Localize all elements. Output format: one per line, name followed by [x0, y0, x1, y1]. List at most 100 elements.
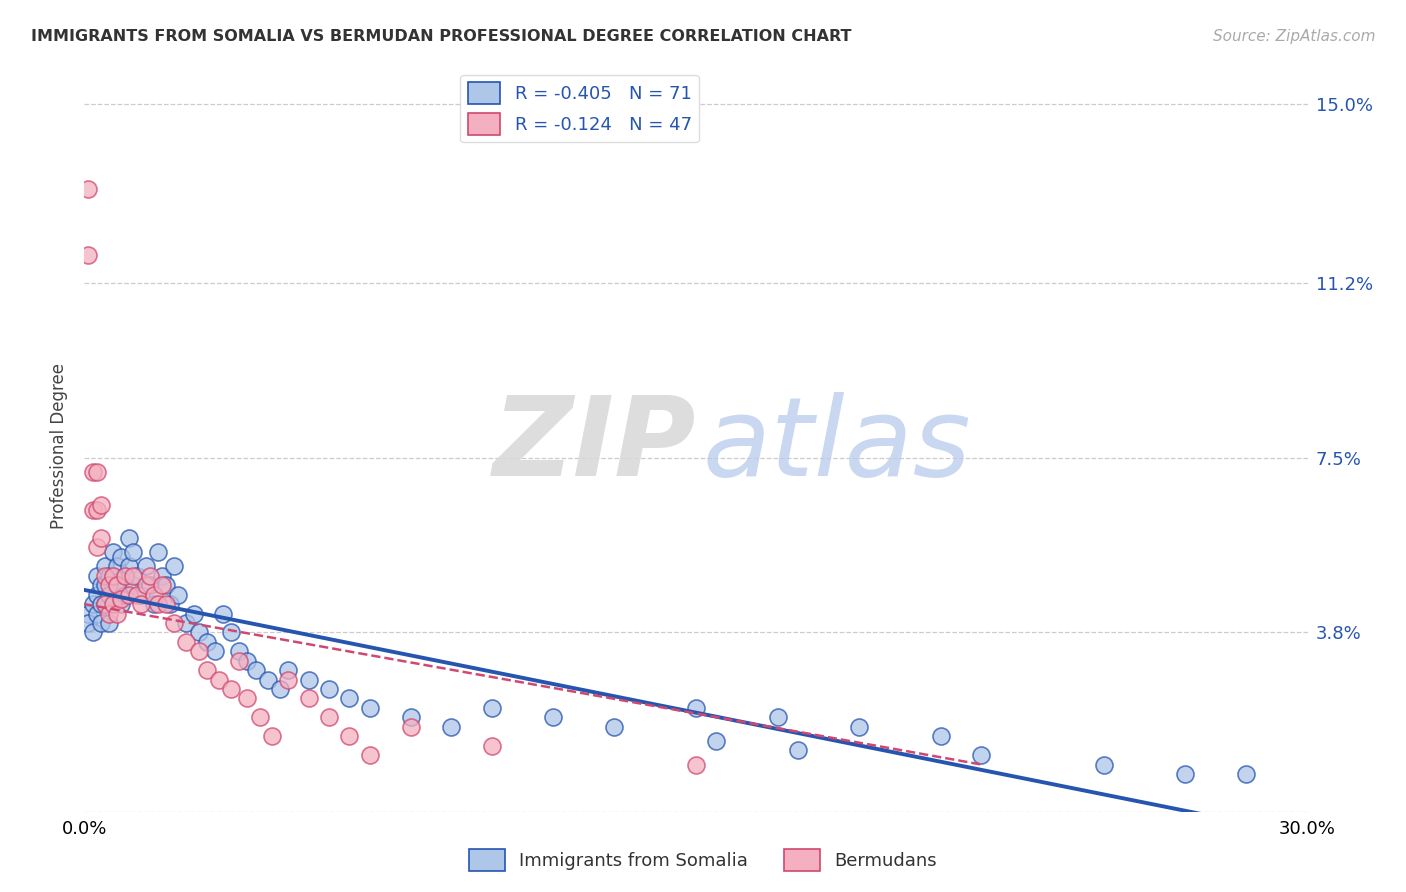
- Point: [359, 701, 381, 715]
- Point: [219, 625, 242, 640]
- Text: IMMIGRANTS FROM SOMALIA VS BERMUDAN PROFESSIONAL DEGREE CORRELATION CHART: IMMIGRANTS FROM SOMALIA VS BERMUDAN PROF…: [31, 29, 852, 45]
- Point: [118, 531, 141, 545]
- Point: [90, 531, 112, 545]
- Point: [766, 710, 789, 724]
- Point: [90, 498, 112, 512]
- Point: [93, 578, 115, 592]
- Point: [127, 588, 149, 602]
- Point: [269, 681, 291, 696]
- Point: [142, 597, 165, 611]
- Point: [195, 635, 218, 649]
- Point: [86, 541, 108, 555]
- Point: [318, 710, 340, 724]
- Point: [122, 568, 145, 582]
- Point: [399, 720, 422, 734]
- Point: [685, 701, 707, 715]
- Point: [105, 578, 128, 592]
- Point: [114, 588, 136, 602]
- Point: [787, 743, 810, 757]
- Point: [208, 673, 231, 687]
- Point: [163, 615, 186, 630]
- Point: [848, 720, 870, 734]
- Point: [101, 597, 124, 611]
- Point: [706, 734, 728, 748]
- Point: [359, 748, 381, 763]
- Point: [399, 710, 422, 724]
- Point: [138, 568, 160, 582]
- Point: [236, 654, 259, 668]
- Point: [114, 568, 136, 582]
- Point: [146, 545, 169, 559]
- Point: [236, 691, 259, 706]
- Point: [110, 549, 132, 564]
- Y-axis label: Professional Degree: Professional Degree: [51, 363, 69, 529]
- Point: [245, 663, 267, 677]
- Point: [77, 182, 100, 196]
- Legend: Immigrants from Somalia, Bermudans: Immigrants from Somalia, Bermudans: [461, 842, 945, 879]
- Point: [93, 559, 115, 574]
- Point: [138, 578, 160, 592]
- Point: [97, 607, 120, 621]
- Point: [929, 729, 952, 743]
- Point: [110, 597, 132, 611]
- Point: [481, 739, 503, 753]
- Point: [339, 691, 361, 706]
- Point: [298, 673, 321, 687]
- Point: [318, 681, 340, 696]
- Point: [97, 578, 120, 592]
- Text: Source: ZipAtlas.com: Source: ZipAtlas.com: [1212, 29, 1375, 45]
- Point: [163, 559, 186, 574]
- Point: [110, 592, 132, 607]
- Point: [90, 578, 112, 592]
- Point: [122, 578, 145, 592]
- Point: [219, 681, 242, 696]
- Point: [228, 644, 250, 658]
- Point: [195, 663, 218, 677]
- Point: [82, 597, 104, 611]
- Point: [685, 757, 707, 772]
- Point: [187, 625, 209, 640]
- Point: [1236, 767, 1258, 781]
- Point: [167, 588, 190, 602]
- Point: [97, 615, 120, 630]
- Point: [114, 568, 136, 582]
- Legend: R = -0.405   N = 71, R = -0.124   N = 47: R = -0.405 N = 71, R = -0.124 N = 47: [460, 75, 699, 142]
- Point: [105, 578, 128, 592]
- Point: [257, 673, 280, 687]
- Point: [101, 545, 124, 559]
- Point: [212, 607, 235, 621]
- Point: [77, 615, 100, 630]
- Point: [82, 465, 104, 479]
- Point: [228, 654, 250, 668]
- Point: [118, 559, 141, 574]
- Point: [146, 597, 169, 611]
- Point: [150, 578, 173, 592]
- Point: [174, 615, 197, 630]
- Point: [603, 720, 626, 734]
- Point: [298, 691, 321, 706]
- Point: [135, 559, 157, 574]
- Point: [97, 568, 120, 582]
- Point: [142, 588, 165, 602]
- Point: [131, 597, 153, 611]
- Point: [86, 588, 108, 602]
- Point: [249, 710, 271, 724]
- Point: [481, 701, 503, 715]
- Point: [93, 568, 115, 582]
- Point: [339, 729, 361, 743]
- Point: [260, 729, 283, 743]
- Point: [90, 615, 112, 630]
- Point: [277, 663, 299, 677]
- Point: [187, 644, 209, 658]
- Point: [77, 607, 100, 621]
- Point: [118, 588, 141, 602]
- Point: [105, 607, 128, 621]
- Point: [1174, 767, 1197, 781]
- Point: [90, 597, 112, 611]
- Point: [543, 710, 565, 724]
- Point: [86, 502, 108, 516]
- Point: [135, 578, 157, 592]
- Point: [1092, 757, 1115, 772]
- Point: [97, 588, 120, 602]
- Point: [77, 248, 100, 262]
